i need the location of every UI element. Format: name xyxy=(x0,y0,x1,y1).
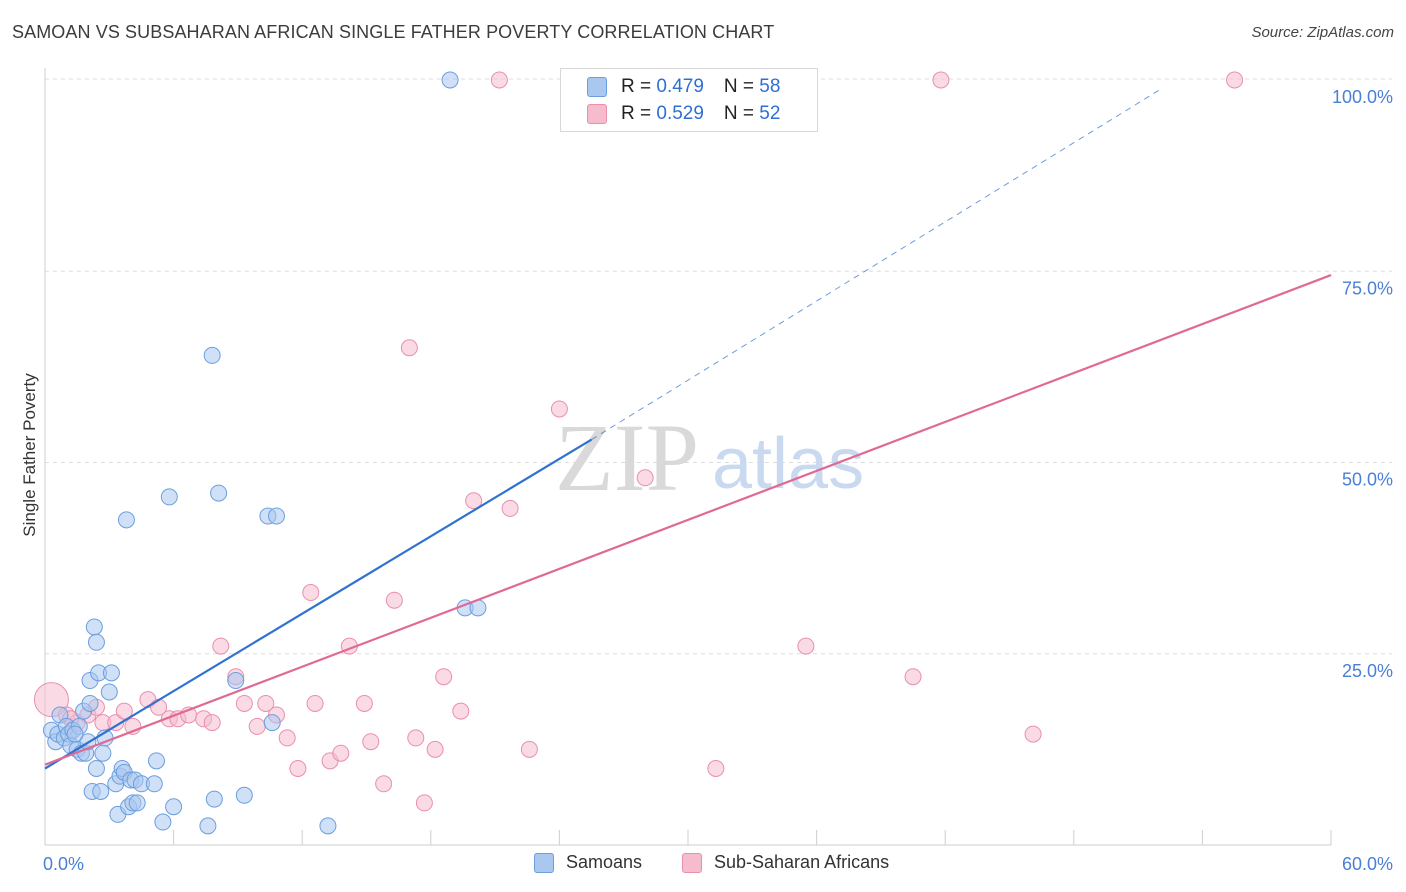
x-tick-label: 0.0% xyxy=(43,854,84,874)
samoan-point xyxy=(87,633,105,651)
x-tick-label: 60.0% xyxy=(1342,854,1393,874)
samoan-point xyxy=(203,346,221,364)
samoan-point xyxy=(263,714,281,732)
sub-saharan-point xyxy=(1226,71,1244,89)
samoan-point xyxy=(205,790,223,808)
sub-saharan-point xyxy=(932,71,950,89)
samoan-point xyxy=(441,71,459,89)
legend-n-label: N = xyxy=(723,76,760,97)
sub-saharan-point xyxy=(1024,725,1042,743)
tick-labels: 25.0% 50.0% 75.0% 100.0% 0.0% 60.0% xyxy=(43,87,1393,874)
grid-layer xyxy=(45,78,1392,655)
sub-saharan-point xyxy=(355,694,373,712)
sub-saharan-point xyxy=(212,637,230,655)
samoan-point xyxy=(165,798,183,816)
sub-saharan-point xyxy=(257,694,275,712)
samoan-point xyxy=(128,794,146,812)
samoan-trend-extension xyxy=(591,89,1160,440)
legend-row-samoans: R = 0.479 N = 58 xyxy=(587,75,780,99)
sub-saharan-point xyxy=(407,729,425,747)
sub-saharan-point xyxy=(415,794,433,812)
legend-r-value: 0.529 xyxy=(656,103,704,124)
sub-saharan-point xyxy=(107,714,125,732)
samoan-point xyxy=(210,484,228,502)
samoan-point xyxy=(199,817,217,835)
trend-layer xyxy=(44,89,1332,770)
sub-saharan-point xyxy=(203,714,221,732)
y-tick-label: 25.0% xyxy=(1342,661,1393,681)
samoan-points xyxy=(42,71,487,835)
watermark-zip: ZIP xyxy=(555,404,699,511)
watermark-atlas: atlas xyxy=(712,424,864,504)
samoans-label: Samoans xyxy=(566,852,643,872)
sub-saharan-point xyxy=(707,760,725,777)
samoan-point xyxy=(319,817,337,835)
sub-saharan-point xyxy=(375,775,393,793)
sub-saharan-point xyxy=(797,637,815,655)
y-tick-label: 50.0% xyxy=(1342,470,1393,490)
sub-saharan-point xyxy=(400,339,418,357)
subsaharan-swatch xyxy=(682,852,702,873)
chart-title: SAMOAN VS SUBSAHARAN AFRICAN SINGLE FATH… xyxy=(12,22,775,42)
sub-saharan-point xyxy=(426,740,444,758)
sub-saharan-point xyxy=(636,469,654,487)
samoan-point xyxy=(66,725,84,743)
samoan-point xyxy=(81,694,99,712)
samoan-point xyxy=(145,775,163,793)
samoan-point xyxy=(147,752,165,770)
sub-saharan-trend-line xyxy=(44,274,1332,766)
sub-saharan-point xyxy=(385,591,403,609)
sub-saharan-point xyxy=(248,717,266,735)
bottom-legend: Samoans Sub-Saharan Africans xyxy=(0,852,1406,878)
sub-saharan-point xyxy=(306,694,324,712)
sub-saharan-point xyxy=(435,668,453,686)
sub-saharan-point xyxy=(289,760,307,777)
samoan-point xyxy=(117,511,135,529)
legend-swatch-blue xyxy=(587,77,607,97)
samoan-point xyxy=(267,507,285,525)
sub-saharan-point xyxy=(465,492,483,510)
samoan-point xyxy=(102,664,120,682)
samoans-swatch xyxy=(534,852,554,873)
samoan-point xyxy=(94,744,112,762)
samoan-point xyxy=(85,618,103,636)
samoan-point xyxy=(87,760,105,777)
correlation-legend: R = 0.479 N = 58 R = 0.529 N = 52 xyxy=(560,68,818,132)
y-tick-label: 75.0% xyxy=(1342,278,1393,298)
samoan-point xyxy=(235,786,253,804)
legend-r-value: 0.479 xyxy=(656,76,704,97)
sub-saharan-point xyxy=(550,400,568,418)
sub-saharan-point xyxy=(904,668,922,686)
legend-row-subsaharan: R = 0.529 N = 52 xyxy=(587,102,780,126)
sub-saharan-point xyxy=(520,740,538,758)
samoan-point xyxy=(100,683,118,701)
sub-saharan-point xyxy=(362,733,380,751)
sub-saharan-point xyxy=(501,499,519,517)
samoan-point xyxy=(227,672,245,690)
legend-swatch-pink xyxy=(587,104,607,124)
legend-r-label: R = xyxy=(621,76,657,97)
samoan-trend-line xyxy=(44,438,593,770)
legend-n-value: 52 xyxy=(759,103,781,124)
sub-saharan-point xyxy=(332,744,350,762)
sub-saharan-point xyxy=(235,694,253,712)
legend-item-samoans[interactable]: Samoans xyxy=(534,852,642,873)
sub-saharan-point xyxy=(490,71,508,89)
subsaharan-label: Sub-Saharan Africans xyxy=(714,852,890,872)
sub-saharan-point xyxy=(278,729,296,747)
samoan-point xyxy=(154,813,172,831)
legend-r-label: R = xyxy=(621,103,657,124)
sub-saharan-point xyxy=(452,702,470,720)
y-tick-label: 100.0% xyxy=(1332,87,1393,107)
samoan-point xyxy=(160,488,178,506)
sub-saharan-point xyxy=(302,584,320,602)
source-credit: Source: ZipAtlas.com xyxy=(1251,24,1394,41)
legend-n-label: N = xyxy=(723,103,760,124)
legend-item-subsaharan[interactable]: Sub-Saharan Africans xyxy=(682,852,889,873)
legend-n-value: 58 xyxy=(759,76,781,97)
watermark: ZIP atlas xyxy=(555,404,864,511)
sub-saharan-point xyxy=(115,702,133,720)
samoan-point xyxy=(92,782,110,800)
